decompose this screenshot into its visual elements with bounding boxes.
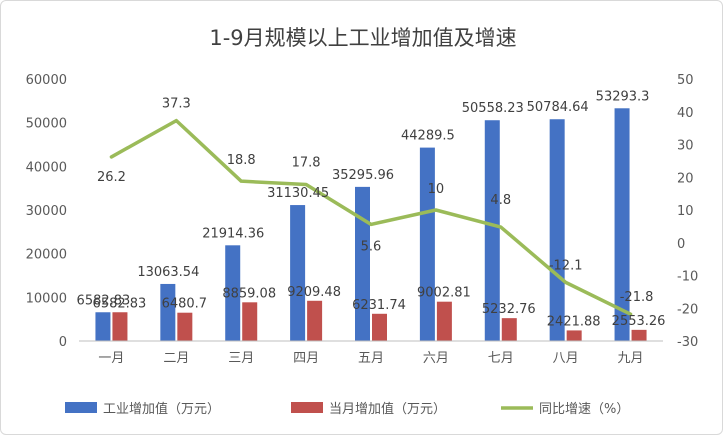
monthly-value-label: 6480.7	[162, 297, 208, 312]
left-axis-tick-label: 10000	[26, 291, 67, 306]
industrial-value-label: 21914.36	[202, 226, 264, 241]
bar-monthly-value	[242, 302, 258, 341]
industrial-value-label: 50558.23	[462, 101, 524, 116]
growth-rate-label: 26.2	[97, 170, 126, 185]
monthly-value-label: 8859.08	[222, 286, 276, 301]
right-axis-tick-label: 30	[677, 139, 694, 154]
left-axis-ticks: 0 10000 20000 30000 40000 50000 60000	[26, 73, 67, 350]
growth-rate-line	[109, 118, 633, 316]
industrial-value-label: 6582.83	[77, 293, 131, 308]
x-axis-tick-label: 七月	[488, 351, 514, 366]
bar-monthly-value	[436, 301, 452, 341]
industrial-value-label: 35295.96	[332, 168, 394, 183]
industrial-value-label: 31130.45	[267, 186, 329, 201]
right-axis-tick-label: 0	[677, 237, 685, 252]
industrial-value-label: 50784.64	[527, 100, 589, 115]
bar-industrial-value	[160, 283, 176, 341]
bar-monthly-value	[307, 300, 323, 341]
right-axis-tick-label: 10	[677, 204, 694, 219]
right-axis-tick-label: -30	[677, 335, 698, 350]
growth-rate-label: 4.8	[490, 193, 511, 208]
left-axis-tick-label: 60000	[26, 73, 67, 88]
monthly-value-label: 6582.83	[93, 296, 147, 311]
bar-monthly-value	[372, 313, 387, 341]
legend: 工业增加值（万元） 当月增加值（万元） 同比增速（%）	[65, 401, 629, 417]
x-axis-tick-label: 四月	[293, 351, 319, 366]
left-axis-tick-label: 30000	[26, 204, 67, 219]
growth-rate-label: -21.8	[620, 290, 654, 305]
industrial-value-label: 44289.5	[401, 129, 455, 144]
legend-label-industrial-value: 工业增加值（万元）	[103, 401, 220, 417]
x-axis-tick-label: 一月	[98, 351, 124, 366]
growth-rate-label: 5.6	[361, 239, 382, 254]
x-axis-tick-label: 六月	[423, 351, 449, 366]
growth-rate-label: 18.8	[227, 153, 256, 168]
left-axis-tick-label: 20000	[26, 248, 67, 263]
x-axis-tick-label: 三月	[228, 351, 254, 366]
line-layer	[109, 118, 633, 316]
left-axis-tick-label: 40000	[26, 160, 67, 175]
bar-monthly-value	[631, 329, 647, 341]
monthly-value-label: 2553.26	[612, 314, 666, 329]
bars-layer	[95, 108, 647, 342]
chart-title: 1-9月规模以上工业增加值及增速	[209, 26, 516, 50]
right-axis-ticks: -30 -20 -10 0 10 20 30 40 50	[677, 73, 698, 350]
industrial-value-label: 53293.3	[596, 89, 650, 104]
monthly-value-label: 2421.88	[547, 314, 601, 329]
legend-swatch-monthly-value	[291, 402, 323, 413]
monthly-value-label: 5232.76	[482, 302, 536, 317]
right-axis-tick-label: -20	[677, 302, 698, 317]
right-axis-tick-label: 50	[677, 73, 694, 88]
growth-rate-label: 10	[428, 182, 445, 197]
bar-industrial-value	[419, 147, 435, 341]
x-axis-tick-label: 九月	[618, 351, 644, 366]
bar-industrial-value	[355, 186, 370, 341]
industrial-value-label: 13063.54	[137, 265, 199, 280]
growth-rate-label: -12.1	[549, 258, 583, 273]
bar-industrial-value	[549, 119, 565, 341]
monthly-value-label: 6231.74	[352, 298, 406, 313]
right-axis-tick-label: -10	[677, 270, 698, 285]
bar-industrial-value	[225, 245, 241, 341]
legend-label-growth-rate: 同比增速（%）	[539, 402, 629, 417]
bar-industrial-value	[614, 108, 630, 342]
growth-rate-label: 37.3	[162, 97, 191, 112]
right-axis-tick-label: 40	[677, 106, 694, 121]
monthly-value-label: 9209.48	[287, 285, 341, 300]
x-axis-tick-label: 二月	[163, 351, 189, 366]
x-axis-tick-label: 八月	[553, 351, 579, 366]
monthly-value-label: 9002.81	[417, 286, 471, 301]
bar-monthly-value	[566, 330, 582, 341]
legend-swatch-industrial-value	[65, 402, 97, 413]
bar-industrial-value	[484, 120, 500, 341]
bar-monthly-value	[177, 312, 193, 341]
bar-industrial-value	[95, 312, 111, 341]
bar-monthly-value	[112, 312, 128, 341]
left-axis-tick-label: 50000	[26, 117, 67, 132]
growth-rate-label: 17.8	[292, 155, 321, 170]
x-axis-ticks: 一月 二月 三月 四月 五月 六月 七月 八月 九月	[98, 351, 643, 366]
x-axis-tick-label: 五月	[358, 351, 384, 366]
legend-label-monthly-value: 当月增加值（万元）	[329, 401, 446, 417]
left-axis-tick-label: 0	[59, 335, 67, 350]
bar-monthly-value	[501, 318, 517, 341]
right-axis-tick-label: 20	[677, 171, 694, 186]
bar-industrial-value	[290, 205, 306, 341]
